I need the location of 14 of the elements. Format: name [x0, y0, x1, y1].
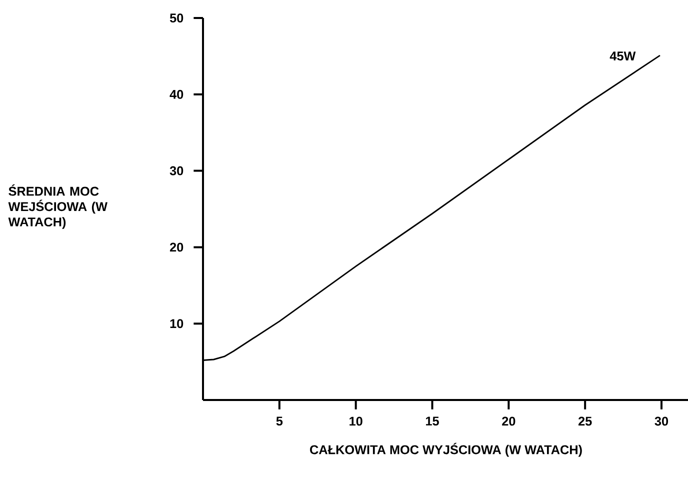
x-tick-label: 25 [578, 416, 592, 426]
y-tick-label: 50 [170, 14, 184, 22]
y-tick-label: 20 [170, 242, 184, 252]
x-tick-label: 20 [502, 416, 516, 426]
y-tick-label: 10 [170, 319, 184, 328]
y-axis-title: ŚREDNIA MOC WEJŚCIOWA (W WATACH) [8, 184, 108, 229]
x-tick-label: 15 [426, 416, 439, 426]
y-tick-label: 40 [170, 90, 184, 99]
x-tick-label: 5 [276, 416, 283, 426]
series-label: 45W [610, 52, 636, 61]
x-tick-label: 30 [654, 416, 668, 426]
x-tick-label: 10 [350, 416, 362, 426]
y-tick-label: 30 [170, 166, 184, 176]
x-axis-title: CAŁKOWITA MOC WYJŚCIOWA (W WATACH) [310, 442, 582, 457]
